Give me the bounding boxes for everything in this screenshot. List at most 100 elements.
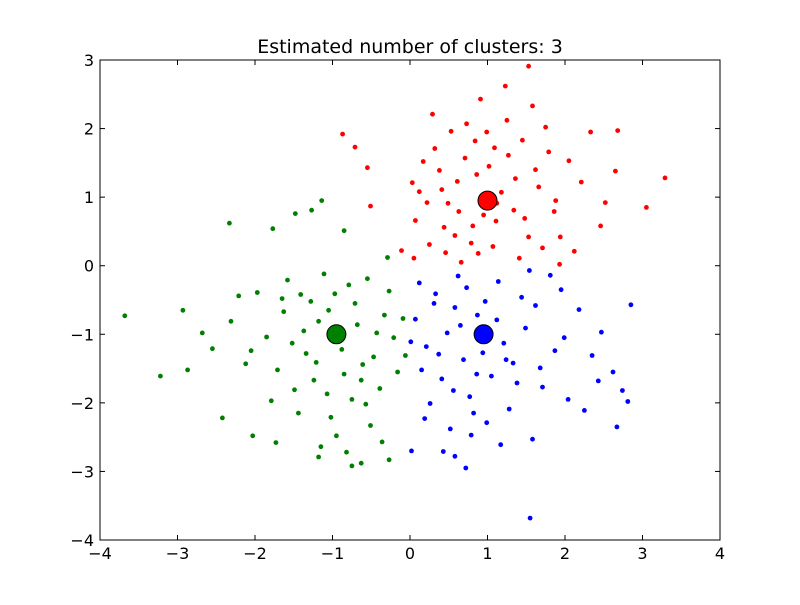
data-point <box>409 448 414 454</box>
data-points-layer <box>122 63 668 521</box>
data-point <box>468 240 474 246</box>
data-point <box>386 288 392 294</box>
data-point <box>519 294 524 300</box>
data-point <box>440 449 446 454</box>
data-point <box>341 228 347 234</box>
data-point <box>510 360 516 366</box>
data-point <box>530 103 535 109</box>
data-point <box>409 180 415 186</box>
data-point <box>540 245 545 251</box>
data-point <box>502 83 508 89</box>
data-point <box>464 285 469 291</box>
data-point <box>474 371 480 377</box>
data-point <box>248 348 254 354</box>
data-point <box>490 244 496 249</box>
data-point <box>456 209 462 214</box>
data-point <box>445 200 451 206</box>
data-point <box>615 128 621 134</box>
data-point <box>503 357 509 363</box>
data-point <box>613 168 618 174</box>
data-point <box>340 131 345 137</box>
cluster-centers-layer <box>326 190 498 345</box>
data-point <box>614 424 620 430</box>
data-point <box>523 325 528 331</box>
data-point <box>471 410 476 416</box>
data-point <box>358 460 364 466</box>
data-point <box>468 432 474 438</box>
data-point <box>341 371 347 377</box>
data-point <box>321 271 327 277</box>
axis-ticks-layer: −4 −3 −2 −1 0 1 2 3 4 −4 −3 −2 −1 0 1 2 3 <box>70 51 725 563</box>
x-tick-label: 1 <box>482 544 492 563</box>
data-point <box>423 344 429 349</box>
data-point <box>363 401 369 407</box>
data-point <box>395 369 400 375</box>
data-point <box>598 223 603 229</box>
data-point <box>296 410 301 416</box>
y-tick-label: 2 <box>84 120 94 139</box>
x-tick-label: −4 <box>88 544 112 563</box>
data-point <box>371 354 376 360</box>
data-point <box>303 351 309 356</box>
data-point <box>319 198 325 204</box>
x-tick-label: −2 <box>243 544 267 563</box>
data-point <box>411 255 417 261</box>
data-point <box>368 203 373 209</box>
data-point <box>275 367 280 373</box>
data-point <box>354 322 360 328</box>
plot-area <box>100 60 720 540</box>
data-point <box>628 302 634 308</box>
data-point <box>526 63 531 69</box>
data-point <box>493 218 499 224</box>
data-point <box>499 189 504 195</box>
data-point <box>576 307 582 312</box>
data-point <box>481 212 486 218</box>
data-point <box>352 301 358 306</box>
data-point <box>220 415 225 421</box>
data-point <box>644 205 649 210</box>
data-point <box>385 255 390 260</box>
data-point <box>416 189 422 195</box>
data-point <box>552 348 558 354</box>
data-point <box>432 146 438 151</box>
data-point <box>482 299 488 304</box>
data-point <box>447 426 453 432</box>
data-point <box>448 128 454 134</box>
data-point <box>326 307 331 313</box>
data-point <box>495 279 501 284</box>
data-point <box>281 309 287 315</box>
x-tick-label: 3 <box>637 544 647 563</box>
data-point <box>427 242 432 247</box>
data-point <box>462 155 468 161</box>
data-point <box>546 149 552 155</box>
y-tick-label: −2 <box>70 394 94 413</box>
data-point <box>399 248 404 254</box>
data-point <box>557 261 562 267</box>
data-point <box>514 380 520 386</box>
data-point <box>424 200 430 206</box>
data-point <box>558 287 564 293</box>
data-point <box>588 129 593 135</box>
data-point <box>441 224 447 230</box>
data-point <box>344 449 349 455</box>
data-point <box>360 362 366 367</box>
x-tick-label: −1 <box>321 544 345 563</box>
data-point <box>461 357 466 363</box>
data-point <box>433 291 438 297</box>
data-point <box>289 340 295 346</box>
cluster-center-marker <box>326 324 347 345</box>
data-point <box>122 313 128 319</box>
data-point <box>504 117 510 123</box>
data-point <box>513 176 518 182</box>
data-point <box>292 387 297 393</box>
data-point <box>430 111 435 117</box>
data-point <box>566 158 572 164</box>
data-point <box>250 433 256 439</box>
data-point <box>328 414 334 420</box>
data-point <box>458 323 463 328</box>
chart-title: Estimated number of clusters: 3 <box>257 36 563 58</box>
data-point <box>543 124 548 130</box>
data-point <box>582 408 587 413</box>
